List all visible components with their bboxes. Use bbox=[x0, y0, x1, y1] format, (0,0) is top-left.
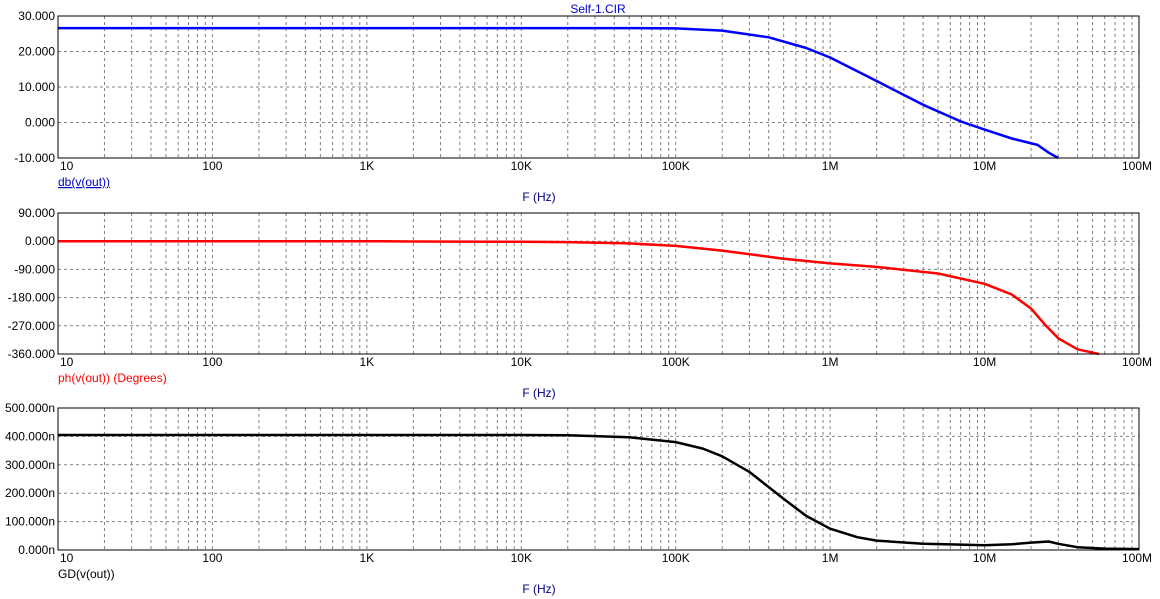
x-tick-label: 100M bbox=[1122, 355, 1152, 369]
y-tick-label: 0.000 bbox=[25, 116, 55, 130]
y-tick-label: 10.000 bbox=[18, 80, 55, 94]
x-tick-label: 10 bbox=[60, 159, 74, 173]
grid-lines bbox=[58, 213, 1139, 354]
x-axis-label: F (Hz) bbox=[522, 386, 555, 400]
grid-lines bbox=[58, 16, 1139, 158]
plot-frame bbox=[57, 15, 1140, 159]
y-tick-label: 0.000n bbox=[18, 543, 55, 557]
trace-label: ph(v(out)) (Degrees) bbox=[58, 371, 167, 385]
y-tick-label: -90.000 bbox=[14, 262, 55, 276]
chart-panel-2: 90.000 0.000 -90.000 -180.000 -270.000 -360.0… bbox=[8, 206, 1152, 400]
chart-panel-1: 30.000 20.000 10.000 0.000 -10.000 10 100 1K 10K… bbox=[14, 9, 1152, 204]
x-tick-label: 100K bbox=[662, 551, 690, 565]
series-line-1 bbox=[58, 433, 1140, 551]
y-tick-label: 90.000 bbox=[18, 206, 55, 220]
x-tick-label: 10K bbox=[511, 551, 532, 565]
y-tick-label: 30.000 bbox=[18, 9, 55, 23]
x-tick-label: 100 bbox=[202, 551, 222, 565]
y-tick-label: 200.000n bbox=[5, 486, 55, 500]
plot-frame bbox=[57, 407, 1140, 551]
plot-title: Self-1.CIR bbox=[570, 2, 626, 16]
x-tick-label: 10 bbox=[60, 355, 74, 369]
series-line-1 bbox=[58, 26, 1059, 160]
y-tick-label: -180.000 bbox=[8, 291, 56, 305]
y-tick-label: -10.000 bbox=[14, 151, 55, 165]
x-tick-label: 10M bbox=[973, 355, 996, 369]
y-tick-label: 100.000n bbox=[5, 515, 55, 529]
x-tick-label: 100 bbox=[202, 355, 222, 369]
y-tick-label: 300.000n bbox=[5, 458, 55, 472]
x-tick-label: 100M bbox=[1122, 159, 1152, 173]
x-tick-label: 10M bbox=[973, 551, 996, 565]
panels: 30.000 20.000 10.000 0.000 -10.000 10 100 1K 10K… bbox=[5, 9, 1152, 596]
y-tick-label: 20.000 bbox=[18, 45, 55, 59]
plot-frame bbox=[57, 212, 1140, 355]
x-tick-label: 100 bbox=[202, 159, 222, 173]
y-tick-label: 0.000 bbox=[25, 234, 55, 248]
x-tick-label: 10 bbox=[60, 551, 74, 565]
y-tick-label: 400.000n bbox=[5, 429, 55, 443]
x-tick-label: 1K bbox=[360, 159, 375, 173]
x-tick-label: 1M bbox=[822, 355, 839, 369]
y-tick-label: -360.000 bbox=[8, 347, 56, 361]
x-tick-label: 1K bbox=[360, 355, 375, 369]
y-tick-label: 500.000n bbox=[5, 401, 55, 415]
x-tick-label: 100K bbox=[662, 159, 690, 173]
chart-panel-3: 500.000n400.000n300.000n200.000n100.000n… bbox=[5, 401, 1152, 596]
x-axis-label: F (Hz) bbox=[522, 582, 555, 596]
grid-lines bbox=[58, 408, 1139, 550]
x-tick-label: 1M bbox=[822, 551, 839, 565]
x-axis-label: F (Hz) bbox=[522, 190, 555, 204]
series-line-1 bbox=[58, 239, 1100, 356]
trace-label: GD(v(out)) bbox=[58, 567, 115, 581]
y-tick-label: -270.000 bbox=[8, 319, 56, 333]
x-tick-label: 1M bbox=[822, 159, 839, 173]
x-tick-label: 100M bbox=[1122, 551, 1152, 565]
x-tick-label: 10M bbox=[973, 159, 996, 173]
trace-label: db(v(out)) bbox=[58, 175, 110, 189]
x-tick-label: 1K bbox=[360, 551, 375, 565]
x-tick-label: 10K bbox=[511, 159, 532, 173]
x-tick-label: 100K bbox=[662, 355, 690, 369]
x-tick-label: 10K bbox=[511, 355, 532, 369]
